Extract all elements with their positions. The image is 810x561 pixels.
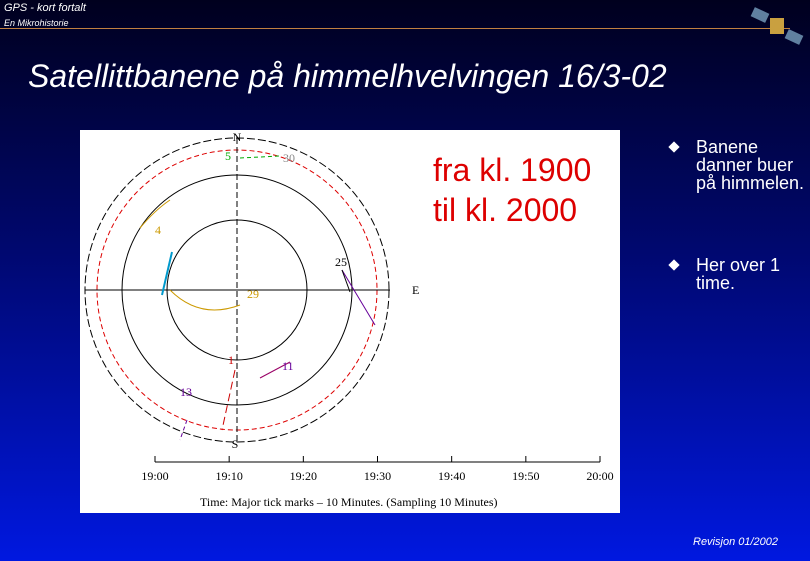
satellite-label: 30 (283, 151, 295, 165)
time-tick-label: 20:00 (586, 469, 613, 483)
bullet-icon (668, 141, 680, 153)
satellite-label: 13 (180, 385, 192, 399)
satellite-label: 29 (247, 287, 259, 301)
bullet: Her over 1 time. (696, 255, 781, 293)
time-tick-label: 19:20 (290, 469, 317, 483)
slide-title: Satellittbanene på himmelhvelvingen 16/3… (28, 58, 667, 94)
header-subtitle: En Mikrohistorie (4, 18, 69, 28)
note-line: til kl. 2000 (433, 192, 578, 228)
header-title: GPS - kort fortalt (4, 2, 86, 14)
time-tick-label: 19:40 (438, 469, 465, 483)
satellite-label: 1 (228, 353, 234, 367)
header-rule (0, 28, 790, 29)
satellite-icon (750, 7, 804, 45)
bullet: Banene danner buer på himmelen. (696, 137, 805, 193)
satellite-label: 11 (282, 359, 294, 373)
note: fra kl. 1900 til kl. 2000 (433, 150, 591, 230)
skyplot: N S E 5 30 4 25 29 1 11 13 19:00 19:10 19:20 19:30 19:4… (80, 130, 620, 513)
note-line: fra kl. 1900 (433, 152, 592, 188)
south-label: S (232, 437, 239, 451)
north-label: N (233, 130, 242, 144)
time-tick-label: 19:50 (512, 469, 539, 483)
time-tick-label: 19:30 (364, 469, 391, 483)
revision: Revisjon 01/2002 (693, 536, 779, 548)
time-caption: Time: Major tick marks – 10 Minutes. (Sa… (200, 495, 498, 509)
satellite-label: 5 (225, 149, 231, 163)
satellite-label: 25 (335, 255, 347, 269)
east-label: E (412, 283, 419, 297)
satellite-label: 4 (155, 223, 161, 237)
bullet-icon (668, 259, 680, 271)
time-tick-label: 19:10 (215, 469, 242, 483)
time-tick-label: 19:00 (141, 469, 168, 483)
